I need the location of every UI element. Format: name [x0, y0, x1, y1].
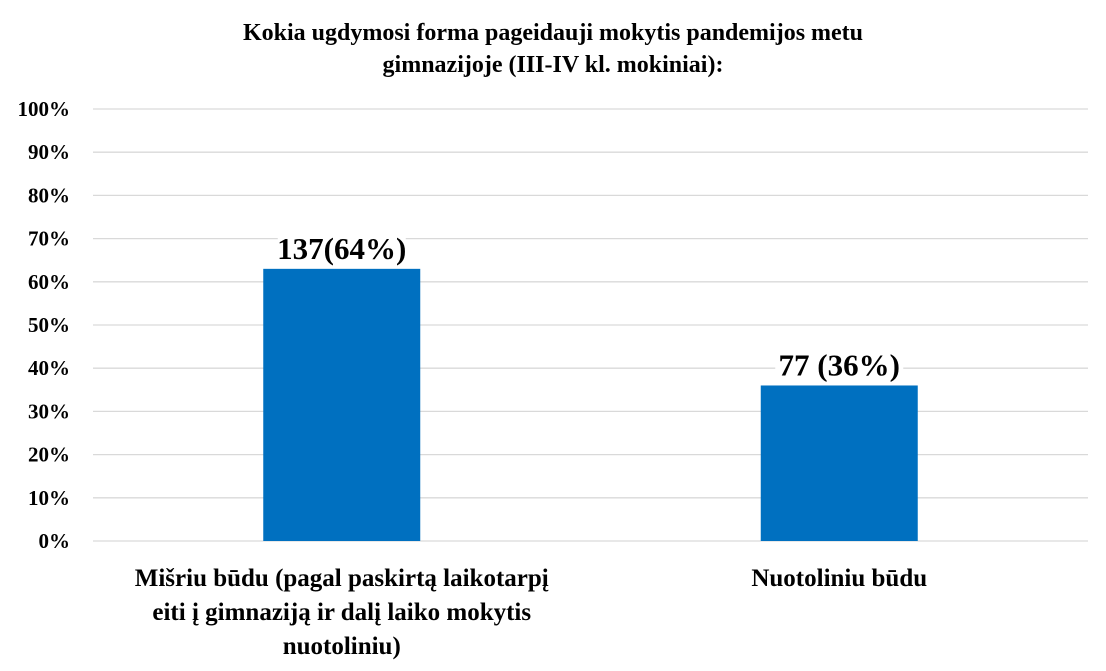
y-tick-label: 30% — [28, 399, 70, 423]
y-tick-label: 40% — [28, 356, 70, 380]
chart-title-line: Kokia ugdymosi forma pageidauji mokytis … — [243, 20, 863, 46]
y-tick-label: 10% — [28, 486, 70, 510]
data-label: 137(64%) — [277, 231, 406, 266]
category-label-line: nuotoliniu) — [283, 633, 401, 660]
y-tick-label: 0% — [39, 529, 71, 553]
category-label-line: eiti į gimnaziją ir dalį laiko mokytis — [152, 599, 531, 626]
y-tick-label: 20% — [28, 443, 70, 467]
y-tick-label: 50% — [28, 313, 70, 337]
data-label-background — [775, 348, 904, 382]
bars — [263, 268, 918, 541]
gridlines — [93, 108, 1088, 542]
y-tick-label: 60% — [28, 270, 70, 294]
category-labels: Mišriu būdu (pagal paskirtą laikotarpį ei… — [135, 565, 927, 660]
data-label: 77 (36%) — [779, 347, 900, 382]
bar — [263, 268, 421, 541]
bar — [760, 385, 918, 541]
category-label-line: Nuotoliniu būdu — [751, 565, 927, 592]
category-label-line: Mišriu būdu (pagal paskirtą laikotarpį — [135, 565, 549, 592]
y-tick-label: 90% — [28, 140, 70, 164]
y-tick-label: 100% — [18, 97, 71, 121]
y-axis-tick-labels: 0% 10% 20% 30% 40% 50% 60% 70% 80% 90% 100% — [18, 97, 71, 553]
chart-title-line: gimnazijoje (III-IV kl. mokiniai): — [383, 52, 724, 78]
data-label-background — [277, 231, 406, 265]
y-tick-label: 70% — [28, 227, 70, 251]
chart-title: Kokia ugdymosi forma pageidauji mokytis … — [243, 20, 863, 78]
y-tick-label: 80% — [28, 183, 70, 207]
data-labels: 137(64%) 77 (36%) — [277, 231, 904, 382]
